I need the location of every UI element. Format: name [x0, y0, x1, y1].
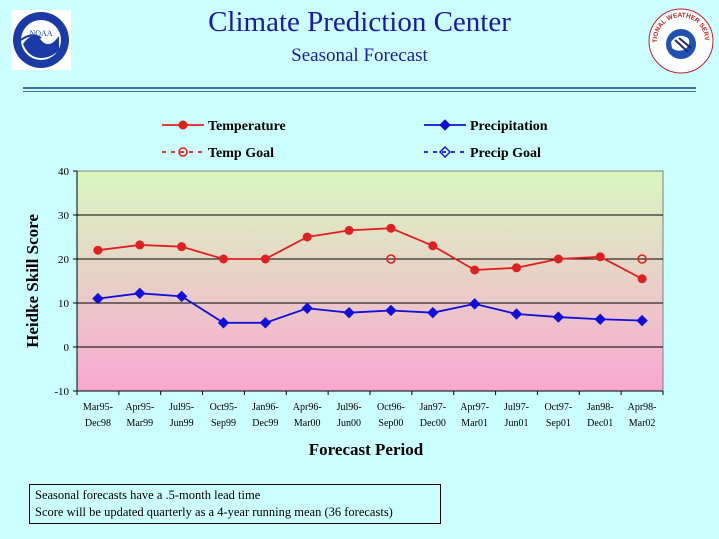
y-tick-label: 40 [58, 166, 70, 178]
note-update-schedule: Score will be updated quarterly as a 4-y… [35, 505, 393, 519]
x-tick-label: Mar01 [461, 418, 488, 429]
x-tick-label: Oct95- [210, 402, 238, 413]
y-tick-label: 30 [58, 210, 70, 222]
y-axis-label: Heidke Skill Score [23, 214, 42, 348]
x-tick-label: Jul95- [169, 402, 194, 413]
nws-logo-icon: NATIONAL WEATHER SERVICE [648, 8, 714, 74]
x-tick-label: Sep01 [546, 418, 571, 429]
x-tick-label: Mar00 [294, 418, 321, 429]
x-tick-label: Sep00 [378, 418, 403, 429]
y-tick-label: -10 [54, 386, 69, 398]
header-rule [23, 87, 696, 89]
legend-marker-precip-goal [439, 146, 451, 158]
temperature-point [553, 254, 563, 264]
precipitation-point [385, 304, 397, 317]
x-tick-label: Jun00 [337, 418, 361, 429]
noaa-logo-text: NOAA [29, 29, 52, 38]
precipitation-point [134, 287, 146, 300]
page-title: Climate Prediction Center [208, 6, 511, 38]
legend-marker-temp-goal [178, 147, 188, 157]
precipitation-point [92, 292, 104, 305]
x-tick-label: Dec00 [420, 418, 446, 429]
legend-label-precip-goal: Precip Goal [470, 146, 541, 161]
precipitation-point [552, 311, 565, 323]
x-tick-label: Apr96- [293, 402, 322, 413]
temp-goal-point [637, 254, 647, 264]
precipitation-point [343, 306, 355, 319]
precipitation-point [301, 302, 313, 314]
legend-label-precipitation: Precipitation [470, 119, 548, 134]
x-tick-label: Jan96- [252, 402, 279, 413]
temperature-point [386, 223, 396, 233]
y-tick-label: 20 [58, 254, 70, 266]
temperature-point [177, 242, 187, 252]
x-tick-label: Jan98- [587, 402, 614, 413]
x-tick-label: Jul97- [504, 402, 529, 413]
notes-box: Seasonal forecasts have a .5-month lead … [29, 484, 441, 524]
temperature-point [135, 240, 145, 250]
x-tick-label: Apr98- [628, 402, 657, 413]
x-tick-label: Oct97- [544, 402, 572, 413]
temperature-point [260, 254, 270, 264]
precipitation-point [468, 298, 481, 310]
noaa-logo-icon: NOAA [11, 10, 71, 70]
x-tick-label: Dec99 [252, 418, 278, 429]
temp-goal-point [386, 254, 396, 264]
precipitation-point [217, 317, 230, 329]
precipitation-point [510, 308, 523, 320]
precipitation-point [594, 313, 606, 325]
temperature-point [302, 232, 312, 242]
x-tick-label: Jul96- [337, 402, 362, 413]
precipitation-line [97, 292, 643, 324]
x-tick-label: Oct96- [377, 402, 405, 413]
temperature-line [97, 227, 643, 280]
temperature-point [428, 241, 438, 251]
legend-marker-temperature [178, 120, 188, 130]
header-rule-thin [23, 91, 696, 92]
x-tick-label: Dec01 [587, 418, 613, 429]
x-axis-label: Forecast Period [309, 440, 424, 459]
temperature-point [219, 254, 228, 264]
x-tick-label: Mar95- [83, 402, 113, 413]
y-tick-label: 10 [58, 298, 70, 310]
note-lead-time: Seasonal forecasts have a .5-month lead … [35, 488, 261, 502]
x-tick-label: Mar02 [629, 418, 656, 429]
x-tick-label: Apr95- [125, 402, 154, 413]
x-tick-label: Jun99 [170, 418, 194, 429]
precipitation-point [427, 306, 439, 319]
x-tick-label: Dec98 [85, 418, 111, 429]
temperature-point [512, 263, 521, 273]
x-tick-label: Apr97- [460, 402, 489, 413]
temperature-point [93, 245, 103, 255]
legend-label-temp-goal: Temp Goal [208, 146, 274, 161]
temperature-point [470, 265, 480, 275]
y-tick-label: 0 [64, 342, 70, 354]
temperature-point [595, 252, 605, 262]
temperature-point [637, 274, 647, 284]
x-tick-label: Mar99 [126, 418, 153, 429]
x-tick-label: Sep99 [211, 418, 236, 429]
legend-marker-precipitation [439, 119, 451, 131]
precipitation-point [636, 314, 648, 327]
plot-area [76, 170, 664, 392]
page-subtitle: Seasonal Forecast [291, 45, 428, 66]
temperature-point [344, 225, 354, 235]
x-tick-label: Jun01 [505, 418, 529, 429]
precipitation-point [259, 317, 272, 329]
legend-label-temperature: Temperature [208, 119, 286, 134]
precipitation-point [175, 290, 188, 303]
x-tick-label: Jan97- [419, 402, 446, 413]
